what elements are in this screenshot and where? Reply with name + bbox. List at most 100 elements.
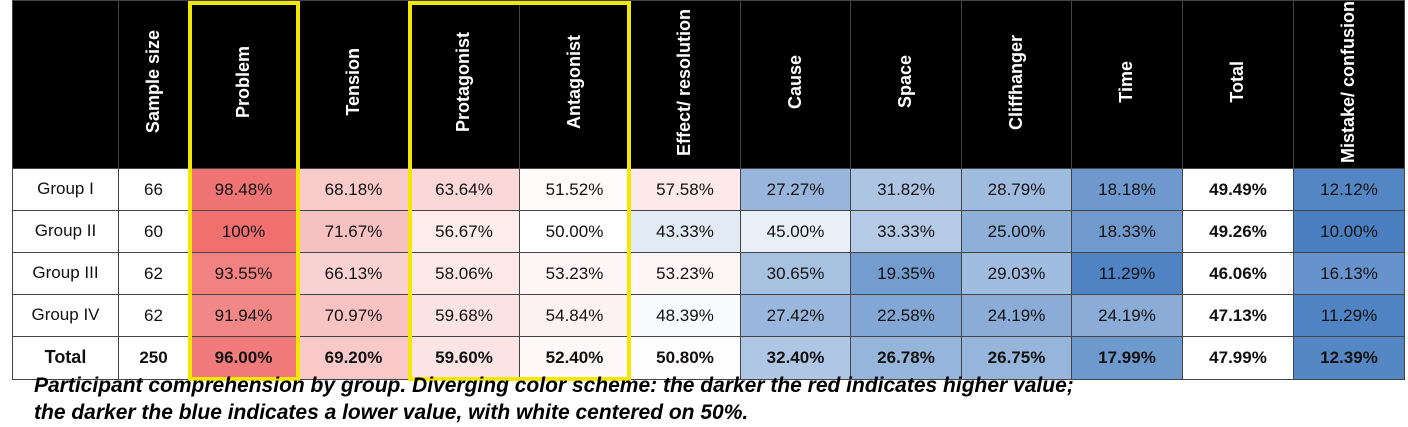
- caption-line-2: the darker the blue indicates a lower va…: [34, 401, 749, 424]
- header-label-total: Total: [1227, 61, 1248, 103]
- cell-cause: 45.00%: [740, 210, 851, 254]
- cell-mistake_confusion: 11.29%: [1293, 294, 1405, 338]
- header-antagonist: Antagonist: [519, 0, 630, 170]
- cell-mistake_confusion: 12.39%: [1293, 336, 1405, 381]
- comprehension-table-wrap: Sample size Problem Tension Protagonist Anta…: [12, 0, 1405, 381]
- cell-effect_resolution: 57.58%: [629, 168, 741, 212]
- header-mistake_confusion: Mistake/ confusion: [1293, 0, 1405, 170]
- cell-effect_resolution: 50.80%: [629, 336, 741, 381]
- header-row: Sample size Problem Tension Protagonist Anta…: [12, 0, 1405, 170]
- cell-protagonist: 58.06%: [408, 252, 520, 296]
- cell-antagonist: 52.40%: [519, 336, 630, 381]
- caption: Participant comprehension by group. Dive…: [34, 372, 1404, 426]
- cell-space: 31.82%: [850, 168, 962, 212]
- header-label-cliffhanger: Cliffhanger: [1005, 34, 1026, 130]
- cell-space: 19.35%: [850, 252, 962, 296]
- table-row: Total 250 96.00% 69.20% 59.60% 52.40% 50.80% 32…: [12, 336, 1405, 381]
- header-label-mistake_confusion: Mistake/ confusion: [1338, 1, 1359, 164]
- cell-total: 47.99%: [1182, 336, 1294, 381]
- cell-tension: 69.20%: [298, 336, 409, 381]
- comprehension-table: Sample size Problem Tension Protagonist Anta…: [12, 0, 1405, 381]
- cell-effect_resolution: 53.23%: [629, 252, 741, 296]
- cell-mistake_confusion: 12.12%: [1293, 168, 1405, 212]
- cell-time: 17.99%: [1071, 336, 1183, 381]
- cell-cliffhanger: 24.19%: [961, 294, 1072, 338]
- cell-antagonist: 51.52%: [519, 168, 630, 212]
- cell-antagonist: 50.00%: [519, 210, 630, 254]
- cell-protagonist: 63.64%: [408, 168, 520, 212]
- row-label: Total: [12, 336, 119, 381]
- cell-tension: 70.97%: [298, 294, 409, 338]
- cell-cause: 27.27%: [740, 168, 851, 212]
- header-total: Total: [1182, 0, 1294, 170]
- cell-mistake_confusion: 10.00%: [1293, 210, 1405, 254]
- cell-cliffhanger: 28.79%: [961, 168, 1072, 212]
- cell-total: 49.26%: [1182, 210, 1294, 254]
- cell-cause: 32.40%: [740, 336, 851, 381]
- cell-protagonist: 59.60%: [408, 336, 520, 381]
- cell-tension: 68.18%: [298, 168, 409, 212]
- cell-space: 33.33%: [850, 210, 962, 254]
- cell-problem: 93.55%: [188, 252, 299, 296]
- header-label-space: Space: [895, 55, 916, 109]
- cell-problem: 91.94%: [188, 294, 299, 338]
- cell-total: 49.49%: [1182, 168, 1294, 212]
- table-row: Group IV 62 91.94% 70.97% 59.68% 54.84% 48.39%…: [12, 294, 1405, 338]
- cell-total: 46.06%: [1182, 252, 1294, 296]
- header-effect_resolution: Effect/ resolution: [629, 0, 741, 170]
- cell-problem: 98.48%: [188, 168, 299, 212]
- header-label-cause: Cause: [784, 55, 805, 110]
- header-sample_size: Sample size: [118, 0, 189, 170]
- cell-protagonist: 59.68%: [408, 294, 520, 338]
- cell-antagonist: 54.84%: [519, 294, 630, 338]
- header-problem: Problem: [188, 0, 299, 170]
- cell-space: 22.58%: [850, 294, 962, 338]
- header-label-time: Time: [1116, 61, 1137, 103]
- row-label: Group II: [12, 210, 119, 254]
- cell-space: 26.78%: [850, 336, 962, 381]
- header-cliffhanger: Cliffhanger: [961, 0, 1072, 170]
- row-label: Group I: [12, 168, 119, 212]
- cell-sample-size: 60: [118, 210, 189, 254]
- cell-cliffhanger: 29.03%: [961, 252, 1072, 296]
- row-label: Group III: [12, 252, 119, 296]
- cell-cause: 27.42%: [740, 294, 851, 338]
- table-row: Group II 60 100% 71.67% 56.67% 50.00% 43.33% 45…: [12, 210, 1405, 254]
- header-space: Space: [850, 0, 962, 170]
- cell-tension: 71.67%: [298, 210, 409, 254]
- cell-tension: 66.13%: [298, 252, 409, 296]
- header-label-sample_size: Sample size: [142, 30, 163, 134]
- cell-sample-size: 66: [118, 168, 189, 212]
- cell-effect_resolution: 43.33%: [629, 210, 741, 254]
- caption-line-1: Participant comprehension by group. Dive…: [34, 374, 1074, 397]
- table-body: Group I 66 98.48% 68.18% 63.64% 51.52% 57.58% 2…: [12, 168, 1405, 381]
- cell-antagonist: 53.23%: [519, 252, 630, 296]
- header-time: Time: [1071, 0, 1183, 170]
- cell-cliffhanger: 25.00%: [961, 210, 1072, 254]
- cell-total: 47.13%: [1182, 294, 1294, 338]
- cell-time: 11.29%: [1071, 252, 1183, 296]
- cell-cause: 30.65%: [740, 252, 851, 296]
- cell-protagonist: 56.67%: [408, 210, 520, 254]
- table-row: Group III 62 93.55% 66.13% 58.06% 53.23% 53.23…: [12, 252, 1405, 296]
- cell-sample-size: 62: [118, 294, 189, 338]
- cell-problem: 100%: [188, 210, 299, 254]
- header-protagonist: Protagonist: [408, 0, 520, 170]
- header-cause: Cause: [740, 0, 851, 170]
- header-label-tension: Tension: [342, 48, 363, 116]
- cell-time: 18.18%: [1071, 168, 1183, 212]
- table-row: Group I 66 98.48% 68.18% 63.64% 51.52% 57.58% 2…: [12, 168, 1405, 212]
- header-label-effect_resolution: Effect/ resolution: [674, 8, 695, 156]
- cell-sample-size: 62: [118, 252, 189, 296]
- cell-time: 24.19%: [1071, 294, 1183, 338]
- cell-time: 18.33%: [1071, 210, 1183, 254]
- header-label-problem: Problem: [232, 46, 253, 119]
- header-tension: Tension: [298, 0, 409, 170]
- cell-cliffhanger: 26.75%: [961, 336, 1072, 381]
- header-group: [12, 0, 119, 170]
- header-label-protagonist: Protagonist: [453, 32, 474, 133]
- cell-mistake_confusion: 16.13%: [1293, 252, 1405, 296]
- row-label: Group IV: [12, 294, 119, 338]
- cell-effect_resolution: 48.39%: [629, 294, 741, 338]
- header-label-antagonist: Antagonist: [563, 35, 584, 130]
